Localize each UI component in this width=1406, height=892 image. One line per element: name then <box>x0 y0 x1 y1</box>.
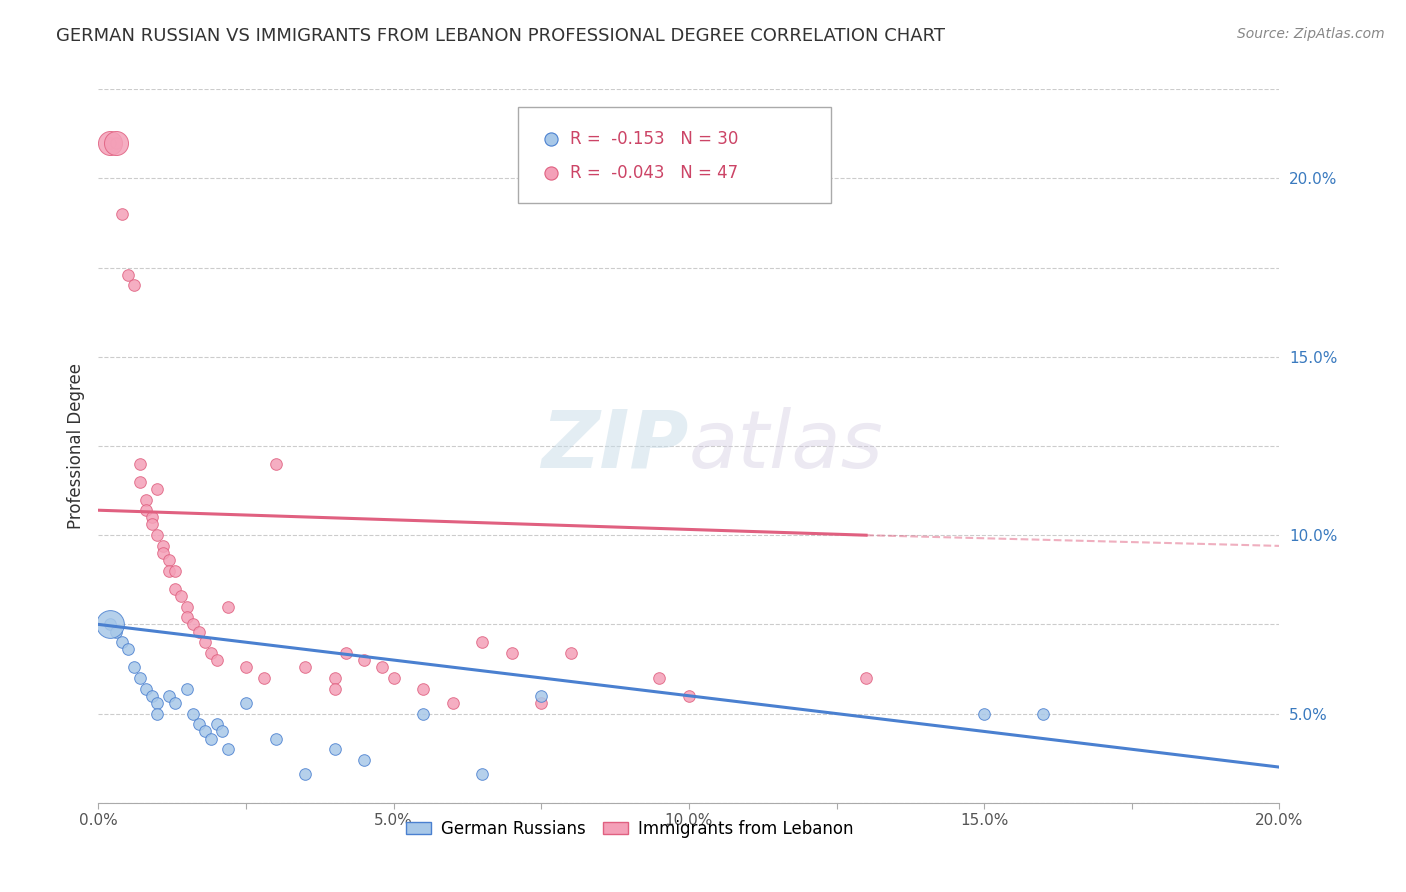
Point <box>176 681 198 696</box>
Point <box>105 624 128 639</box>
Point <box>146 696 169 710</box>
Point <box>135 492 157 507</box>
Point <box>412 681 434 696</box>
Point <box>111 207 134 221</box>
Point <box>253 671 276 685</box>
Point <box>170 589 193 603</box>
Point <box>128 475 150 489</box>
Point <box>135 681 157 696</box>
Point <box>501 646 523 660</box>
Point <box>141 510 163 524</box>
Point <box>678 689 700 703</box>
Text: R =  -0.153   N = 30: R = -0.153 N = 30 <box>569 130 738 148</box>
Point <box>141 689 163 703</box>
Text: atlas: atlas <box>689 407 884 485</box>
Point <box>560 646 582 660</box>
Point <box>105 136 128 150</box>
Point <box>200 646 222 660</box>
Point <box>187 624 209 639</box>
Point <box>412 706 434 721</box>
Point <box>205 653 228 667</box>
Point <box>165 564 187 578</box>
Point <box>264 731 287 746</box>
Point <box>98 617 121 632</box>
Point <box>264 457 287 471</box>
Point <box>382 671 405 685</box>
Y-axis label: Professional Degree: Professional Degree <box>66 363 84 529</box>
Point <box>530 696 553 710</box>
Point <box>194 724 217 739</box>
Point <box>98 617 121 632</box>
Point <box>294 660 316 674</box>
Point <box>122 278 145 293</box>
Point <box>323 681 346 696</box>
Point <box>217 742 239 756</box>
Point <box>146 482 169 496</box>
Point <box>128 671 150 685</box>
Point <box>165 582 187 596</box>
Point <box>235 660 257 674</box>
Text: Source: ZipAtlas.com: Source: ZipAtlas.com <box>1237 27 1385 41</box>
Point <box>194 635 217 649</box>
Point <box>152 546 174 560</box>
Point <box>165 696 187 710</box>
Point <box>111 635 134 649</box>
Point <box>122 660 145 674</box>
Point <box>353 753 375 767</box>
Point <box>176 599 198 614</box>
Point <box>335 646 357 660</box>
Point <box>141 517 163 532</box>
Point <box>441 696 464 710</box>
Point <box>235 696 257 710</box>
Point <box>323 742 346 756</box>
Point <box>146 706 169 721</box>
Point <box>157 689 180 703</box>
Point <box>471 635 494 649</box>
Point <box>200 731 222 746</box>
Point <box>648 671 671 685</box>
Point <box>98 136 121 150</box>
Point <box>471 767 494 781</box>
Text: ZIP: ZIP <box>541 407 689 485</box>
Text: R =  -0.043   N = 47: R = -0.043 N = 47 <box>569 164 738 182</box>
Point <box>157 553 180 567</box>
FancyBboxPatch shape <box>517 107 831 203</box>
Text: GERMAN RUSSIAN VS IMMIGRANTS FROM LEBANON PROFESSIONAL DEGREE CORRELATION CHART: GERMAN RUSSIAN VS IMMIGRANTS FROM LEBANO… <box>56 27 945 45</box>
Point <box>128 457 150 471</box>
Point <box>98 136 121 150</box>
Point <box>1032 706 1054 721</box>
Point <box>294 767 316 781</box>
Point <box>211 724 233 739</box>
Point <box>157 564 180 578</box>
Point <box>217 599 239 614</box>
Legend: German Russians, Immigrants from Lebanon: German Russians, Immigrants from Lebanon <box>399 814 860 845</box>
Point <box>973 706 995 721</box>
Point <box>117 642 139 657</box>
Point <box>187 717 209 731</box>
Point <box>371 660 394 674</box>
Point <box>176 610 198 624</box>
Point <box>353 653 375 667</box>
Point <box>105 136 128 150</box>
Point <box>181 617 204 632</box>
Point <box>135 503 157 517</box>
Point <box>152 539 174 553</box>
Point <box>146 528 169 542</box>
Point <box>205 717 228 731</box>
Point <box>181 706 204 721</box>
Point <box>855 671 877 685</box>
Point <box>117 268 139 282</box>
Point <box>323 671 346 685</box>
Point <box>530 689 553 703</box>
